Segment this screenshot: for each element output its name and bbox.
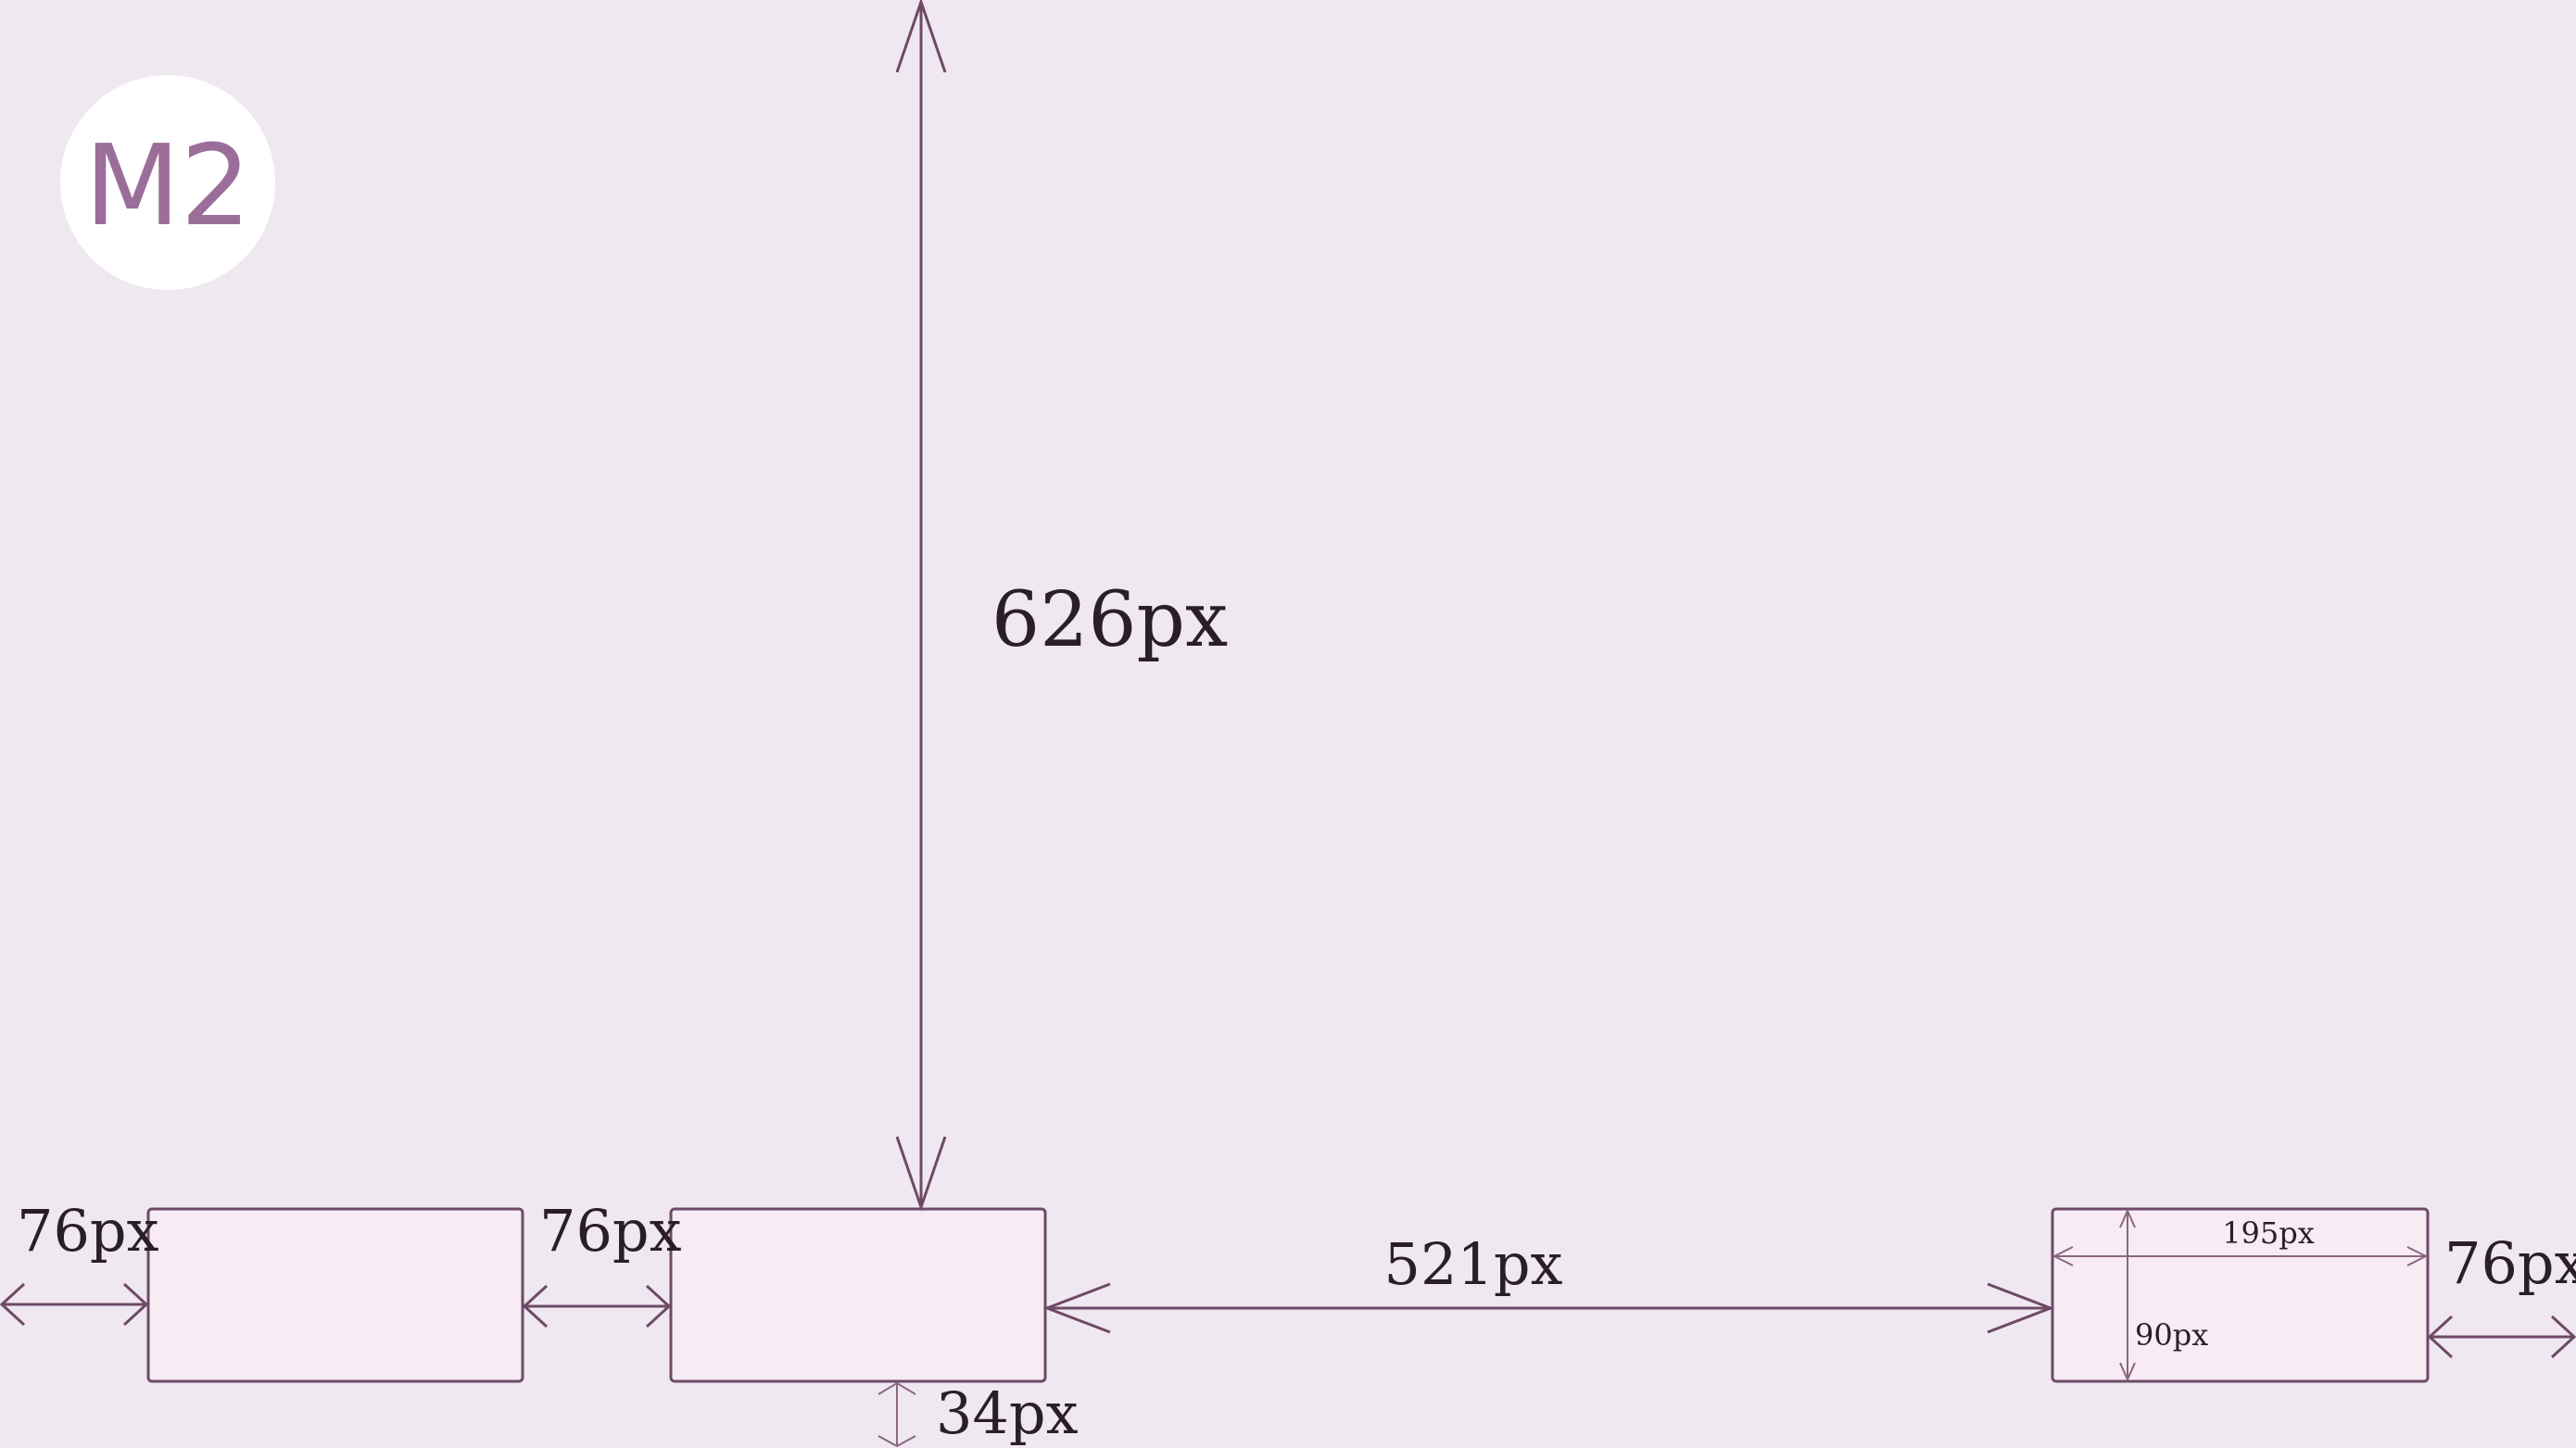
layout-box-2 (669, 1207, 1047, 1383)
bottom-margin-label: 34px (936, 1379, 1079, 1447)
box-width-dimension: 195px (2052, 1215, 2429, 1266)
top-gap-dimension: 626px (895, 0, 1228, 1212)
top-gap-label: 626px (991, 576, 1228, 664)
right-margin-dimension: 76px (2427, 1229, 2576, 1359)
arrowhead-left-icon (2427, 1315, 2454, 1359)
badge-label: M2 (84, 122, 251, 251)
arrowhead-up-icon (878, 1381, 916, 1395)
arrowhead-right-icon (645, 1284, 672, 1328)
layout-box-3 (2051, 1207, 2430, 1383)
layout-box-1 (146, 1207, 524, 1383)
arrowhead-down-icon (878, 1435, 916, 1448)
left-margin-label: 76px (17, 1197, 159, 1265)
arrowhead-up-icon (895, 0, 947, 73)
arrowhead-right-icon (1987, 1282, 2055, 1334)
arrowhead-left-icon (0, 1282, 26, 1327)
left-margin-dimension: 76px (0, 1197, 159, 1327)
bottom-margin-dimension: 34px (878, 1379, 1079, 1448)
arrowhead-right-icon (2406, 1246, 2429, 1266)
box-height-dimension: 90px (2119, 1208, 2208, 1382)
box-gap-dimension: 76px (522, 1197, 682, 1328)
arrowhead-left-icon (2052, 1246, 2074, 1266)
box-gap-label: 76px (539, 1197, 682, 1265)
arrowhead-left-icon (522, 1284, 549, 1328)
box-height-label: 90px (2135, 1317, 2208, 1353)
arrowhead-right-icon (122, 1282, 149, 1327)
arrowhead-down-icon (895, 1136, 947, 1212)
badge-circle (60, 75, 275, 290)
badge: M2 (60, 75, 275, 290)
arrowhead-right-icon (2550, 1315, 2576, 1359)
arrowhead-left-icon (1042, 1282, 1111, 1334)
middle-gap-dimension: 521px (1042, 1230, 2055, 1334)
middle-gap-label: 521px (1384, 1230, 1563, 1298)
arrowhead-up-icon (2119, 1208, 2136, 1228)
box-width-label: 195px (2222, 1215, 2315, 1251)
right-margin-label: 76px (2444, 1229, 2576, 1297)
arrowhead-down-icon (2119, 1362, 2136, 1382)
